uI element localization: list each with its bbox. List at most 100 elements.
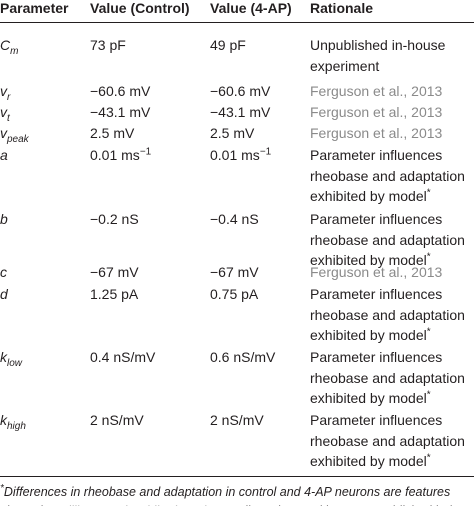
footnote-marker: * <box>426 452 431 464</box>
rationale-line: rheobase and adaptation <box>310 232 465 248</box>
parameter-cell: Cm <box>0 37 18 56</box>
rationale-line: exhibited by model* <box>310 252 431 268</box>
parameter-subscript: peak <box>7 133 29 145</box>
parameter-cell: vt <box>0 104 10 123</box>
rationale-line: rheobase and adaptation <box>310 168 465 184</box>
rationale-line: Parameter influences <box>310 349 442 365</box>
rationale-line: exhibited by model* <box>310 390 431 406</box>
rationale-text: Parameter influences <box>310 349 443 365</box>
rationale-text: rheobase and adaptation <box>310 167 465 184</box>
footnote-marker: * <box>426 389 431 401</box>
rationale-line: Ferguson et al., 2013 <box>310 83 442 99</box>
value-cell: 2.5 mV <box>90 125 135 141</box>
value-cell: −60.6 mV <box>210 83 271 99</box>
rationale-text: Ferguson et al., 2013 <box>310 125 443 141</box>
rationale-line: Ferguson et al., 2013 <box>310 125 442 141</box>
rationale-text: Parameter influences <box>310 147 443 163</box>
value-cell: −0.4 nS <box>210 211 259 227</box>
rationale-text: exhibited by model <box>310 453 427 470</box>
footnote-marker: * <box>0 482 4 494</box>
parameter-cell: vpeak <box>0 125 29 144</box>
rationale-line: Ferguson et al., 2013 <box>310 104 442 120</box>
footnote-marker: * <box>426 326 431 338</box>
header-cell: Value (Control) <box>90 0 190 16</box>
parameter-subscript: r <box>7 91 11 103</box>
value-unit-exponent: −1 <box>139 146 152 158</box>
rationale-text: exhibited by model <box>310 188 427 205</box>
parameter-symbol: c <box>0 264 7 280</box>
value-cell: 2 nS/mV <box>210 412 264 428</box>
footnote-line: *Differences in rheobase and adaptation … <box>0 482 451 500</box>
parameter-symbol: C <box>0 37 11 53</box>
value-cell: −43.1 mV <box>210 104 271 120</box>
rationale-text: Parameter influences <box>310 286 443 302</box>
footnote-text: shown by <box>0 504 56 506</box>
rationale-text: exhibited by model <box>310 390 427 407</box>
footnote-marker: * <box>426 187 431 199</box>
rationale-line: exhibited by model* <box>310 188 431 204</box>
rationale-text: Parameter influences <box>310 211 443 227</box>
rationale-line: Unpublished in-house <box>310 37 445 53</box>
parameter-symbol: v <box>0 83 7 99</box>
rationale-line: exhibited by model* <box>310 327 431 343</box>
parameter-symbol: a <box>0 147 8 163</box>
footnote-text: as well as observed in our un-published … <box>208 504 474 506</box>
parameter-cell: a <box>0 147 8 163</box>
value-unit-exponent: −1 <box>259 146 272 158</box>
rationale-line: Ferguson et al., 2013 <box>310 264 442 280</box>
rationale-text: Ferguson et al., 2013 <box>310 83 443 99</box>
value-cell: −0.2 nS <box>90 211 139 227</box>
rationale-text: Ferguson et al., 2013 <box>310 104 443 120</box>
parameter-cell: b <box>0 211 8 227</box>
footnote-text: Differences in rheobase and adaptation i… <box>3 485 451 499</box>
rationale-text: rheobase and adaptation <box>310 306 465 323</box>
parameter-cell: c <box>0 264 7 280</box>
parameter-symbol: d <box>0 286 8 302</box>
parameter-subscript: low <box>7 357 23 369</box>
value-cell: 2 nS/mV <box>90 412 144 428</box>
value-cell: −67 mV <box>90 264 139 280</box>
rationale-line: Parameter influences <box>310 147 442 163</box>
value-cell: 0.01 ms−1 <box>90 147 151 163</box>
rationale-line: experiment <box>310 58 379 74</box>
parameter-subscript: high <box>7 420 26 432</box>
rationale-text: exhibited by model <box>310 327 427 344</box>
footnote-text: Williams and Hablitz (2015) <box>56 504 208 506</box>
parameter-symbol: b <box>0 211 8 227</box>
value-cell: 0.6 nS/mV <box>210 349 276 365</box>
header-cell: Parameter <box>0 0 69 16</box>
rationale-line: rheobase and adaptation <box>310 307 465 323</box>
rationale-text: experiment <box>310 57 380 74</box>
rationale-text: Ferguson et al., 2013 <box>310 264 443 280</box>
rationale-text: Unpublished in-house <box>310 37 446 53</box>
parameter-symbol: k <box>0 349 7 365</box>
rationale-line: Parameter influences <box>310 286 442 302</box>
rationale-line: Parameter influences <box>310 211 442 227</box>
value-cell: 2.5 mV <box>210 125 255 141</box>
rationale-line: exhibited by model* <box>310 453 431 469</box>
footnote-marker: * <box>426 251 431 263</box>
value-cell: 0.75 pA <box>210 286 259 302</box>
value-cell: −60.6 mV <box>90 83 151 99</box>
parameter-symbol: v <box>0 125 7 141</box>
parameter-symbol: v <box>0 104 7 120</box>
value-cell: 49 pF <box>210 37 246 53</box>
parameter-cell: khigh <box>0 412 26 431</box>
header-rule <box>0 22 474 23</box>
parameter-subscript: m <box>10 45 19 57</box>
parameter-symbol: k <box>0 412 7 428</box>
value-text: 0.01 ms <box>90 147 140 163</box>
parameter-cell: klow <box>0 349 22 368</box>
value-cell: −43.1 mV <box>90 104 151 120</box>
value-cell: 0.01 ms−1 <box>210 147 271 163</box>
rationale-text: rheobase and adaptation <box>310 231 465 248</box>
rationale-line: rheobase and adaptation <box>310 433 465 449</box>
header-cell: Value (4-AP) <box>210 0 292 16</box>
value-cell: −67 mV <box>210 264 259 280</box>
parameter-subscript: t <box>7 112 10 124</box>
footnote-line: shown by Williams and Hablitz (2015) as … <box>0 503 474 506</box>
bottom-rule <box>0 476 474 477</box>
value-cell: 1.25 pA <box>90 286 139 302</box>
parameter-cell: vr <box>0 83 10 102</box>
